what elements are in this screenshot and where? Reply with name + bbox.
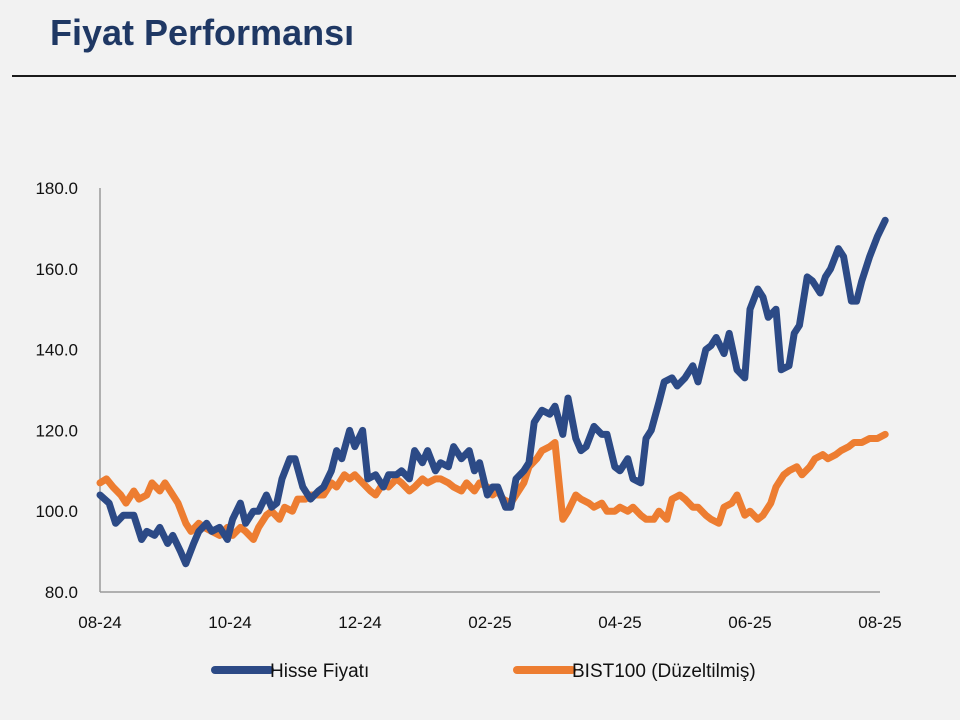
y-tick-label: 120.0 [35,421,78,440]
x-tick-label: 10-24 [208,613,251,632]
legend-label-hisse: Hisse Fiyatı [270,661,369,682]
chart-axes [99,188,880,593]
chart-legend: Hisse Fiyatı BIST100 (Düzeltilmiş) [211,661,756,682]
y-tick-label: 180.0 [35,179,78,198]
x-tick-label: 02-25 [468,613,511,632]
chart-series-lines [96,216,889,568]
title-divider [12,75,956,77]
bist100-line [96,430,889,543]
x-tick-label: 06-25 [728,613,771,632]
hisse-fiyati-line [96,216,889,568]
y-tick-label: 160.0 [35,260,78,279]
x-tick-label: 04-25 [598,613,641,632]
y-tick-label: 140.0 [35,341,78,360]
legend-label-bist100: BIST100 (Düzeltilmiş) [572,661,756,682]
x-tick-label: 08-24 [78,613,121,632]
x-axis-ticks: 08-24 10-24 12-24 02-25 04-25 06-25 08-25 [78,613,901,632]
y-tick-label: 100.0 [35,502,78,521]
y-axis-ticks: 80.0 100.0 120.0 140.0 160.0 180.0 [35,179,78,602]
page-title: Fiyat Performansı [50,12,355,53]
x-tick-label: 12-24 [338,613,381,632]
y-tick-label: 80.0 [45,583,78,602]
x-tick-label: 08-25 [858,613,901,632]
